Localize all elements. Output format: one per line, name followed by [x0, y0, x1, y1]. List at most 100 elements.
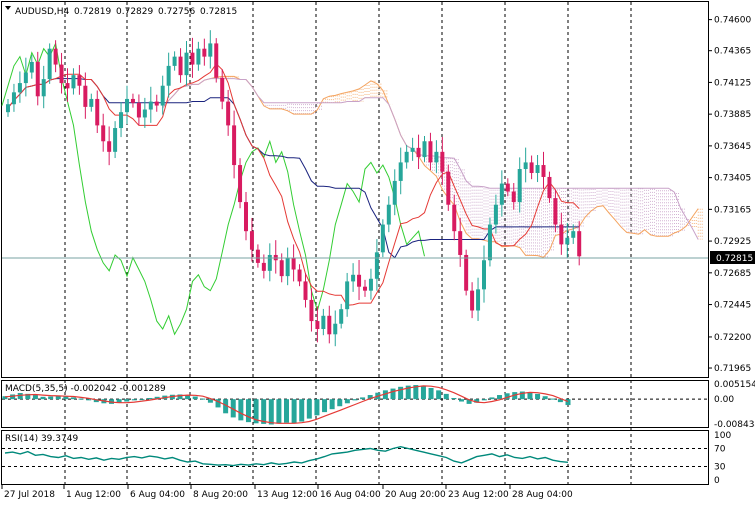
- time-label: 6 Aug 04:00: [130, 490, 185, 500]
- rsi-tick-label: 100: [714, 431, 731, 441]
- macd-bar: [557, 399, 563, 403]
- candle-body: [452, 204, 457, 232]
- candle-body: [392, 180, 397, 205]
- macd-bar: [177, 394, 183, 400]
- macd-bar: [504, 393, 510, 400]
- macd-bar: [70, 397, 76, 400]
- candle-body: [422, 141, 427, 158]
- price-tick-label: 0.73165: [714, 205, 751, 215]
- candle-body: [125, 98, 129, 113]
- candle-body: [208, 43, 213, 57]
- macd-bar: [230, 399, 236, 418]
- macd-bar: [451, 397, 457, 400]
- macd-tick-label: 0.00: [714, 395, 734, 405]
- low-value: 0.72756: [158, 7, 195, 17]
- candle-body: [214, 43, 219, 78]
- rsi-tick-label: 0: [714, 476, 720, 486]
- macd-bar: [497, 395, 503, 400]
- macd-bar: [48, 396, 54, 400]
- macd-bar: [124, 399, 130, 402]
- candle-body: [380, 224, 385, 253]
- macd-bar: [185, 395, 191, 400]
- candle-body: [553, 198, 558, 225]
- candle-body: [65, 83, 70, 89]
- candle-body: [374, 252, 379, 279]
- candle-body: [285, 257, 290, 277]
- rsi-label: RSI(14) 39.3749: [5, 434, 78, 444]
- macd-bar: [25, 393, 31, 400]
- time-label: 20 Aug 20:00: [385, 490, 446, 500]
- candle-body: [113, 128, 118, 152]
- price-tick-label: 0.74365: [714, 47, 751, 57]
- candles: [6, 30, 582, 347]
- candle-body: [35, 61, 40, 97]
- macd-bar: [2, 396, 8, 400]
- candle-body: [482, 260, 486, 290]
- macd-bar: [458, 399, 464, 402]
- candle-body: [41, 79, 46, 97]
- price-tick-label: 0.72925: [714, 237, 751, 247]
- candle-body: [565, 237, 570, 245]
- price-tick-label: 0.74600: [714, 16, 751, 26]
- candle-body: [11, 92, 16, 105]
- macd-bar: [63, 396, 69, 400]
- candle-body: [196, 48, 201, 65]
- candle-body: [428, 141, 433, 163]
- candle-body: [71, 75, 76, 89]
- macd-bar: [390, 388, 396, 400]
- candle-body: [142, 109, 147, 118]
- time-axis[interactable]: 27 Jul 2018 1 Aug 12:00 6 Aug 04:00 8 Aug 2…: [1, 485, 573, 500]
- candle-body: [136, 102, 141, 118]
- macd-bar: [337, 399, 343, 407]
- macd-bar: [223, 399, 229, 414]
- candle-body: [446, 171, 451, 205]
- current-price-label: 0.72815: [716, 254, 753, 264]
- macd-bar: [565, 399, 571, 406]
- candle-body: [261, 262, 266, 271]
- candle-body: [29, 61, 34, 73]
- candle-body: [333, 323, 338, 335]
- tenkan-sen: [7, 63, 580, 306]
- macd-bar: [261, 399, 267, 424]
- candle-body: [499, 183, 504, 205]
- candle-body: [416, 147, 421, 158]
- high-value: 0.72829: [116, 7, 153, 17]
- candle-body: [89, 98, 94, 107]
- candle-body: [95, 98, 100, 126]
- candle-body: [53, 48, 58, 65]
- candle-body: [202, 48, 207, 57]
- macd-bar: [116, 399, 122, 403]
- macd-bar: [268, 399, 274, 425]
- macd-bar: [420, 386, 426, 400]
- candle-body: [17, 83, 22, 93]
- time-label: 1 Aug 12:00: [66, 490, 121, 500]
- macd-bar: [314, 399, 320, 416]
- rsi-line: [4, 445, 569, 467]
- price-axis[interactable]: 0.74600 0.74365 0.74125 0.73885 0.73645 0.734…: [708, 16, 751, 374]
- chart-header: AUDUSD,H4 0.72819 0.72829 0.72756 0.7281…: [5, 6, 237, 17]
- candle-body: [6, 104, 10, 113]
- candle-body: [297, 269, 302, 282]
- candle-body: [357, 274, 362, 287]
- rsi-axis: 100 70 30 0: [714, 431, 731, 486]
- candle-body: [238, 165, 243, 203]
- macd-bar: [436, 390, 442, 400]
- macd-bar: [367, 395, 373, 400]
- macd-pane-frame: [1, 380, 709, 428]
- macd-bar: [443, 393, 449, 400]
- collapse-arrow-icon[interactable]: [5, 6, 11, 10]
- macd-bar: [428, 387, 434, 400]
- close-value: 0.72815: [200, 7, 237, 17]
- candle-body: [440, 151, 445, 172]
- macd-bar: [276, 399, 282, 424]
- macd-bar: [238, 399, 244, 421]
- macd-bar: [40, 396, 46, 400]
- candle-body: [315, 321, 320, 330]
- candle-body: [351, 274, 356, 282]
- candle-body: [166, 65, 171, 86]
- macd-bar: [481, 399, 487, 401]
- candle-body: [47, 48, 52, 80]
- time-label: 13 Aug 12:00: [257, 490, 318, 500]
- candle-body: [184, 52, 189, 76]
- time-label: 27 Jul 2018: [4, 490, 55, 500]
